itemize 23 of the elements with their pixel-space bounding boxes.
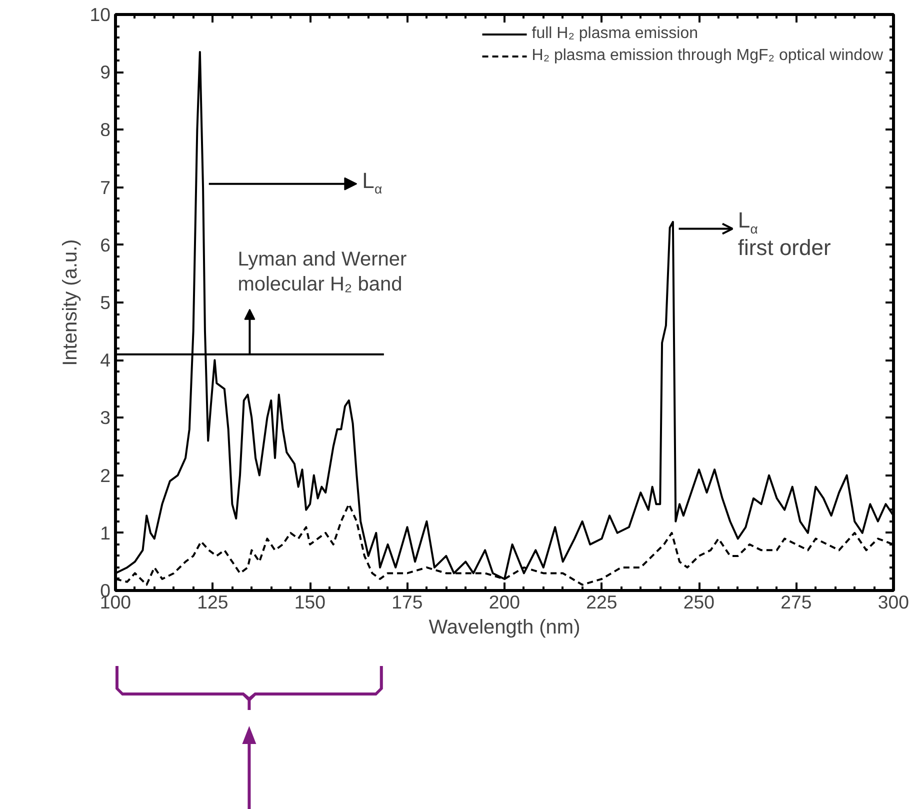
x-tick-label: 175: [392, 592, 423, 612]
y-tick-label: 9: [100, 62, 111, 83]
y-tick-label: 1: [100, 522, 111, 544]
annotation: Lyman and Werner molecular H₂ band: [238, 248, 408, 296]
x-tick-label: 200: [488, 592, 520, 612]
y-tick-label: 10: [90, 4, 111, 25]
y-tick-label: 3: [100, 407, 111, 428]
x-tick-label: 275: [780, 592, 812, 612]
y-tick-label: 2: [100, 464, 111, 486]
x-tick-label: 250: [683, 592, 715, 612]
x-tick-label: 125: [197, 592, 228, 612]
legend-label: full H₂ plasma emission: [532, 25, 698, 43]
y-tick-label: 8: [100, 119, 111, 140]
x-tick-label: 150: [294, 592, 326, 612]
y-tick-label: 4: [100, 350, 111, 371]
y-tick-label: 5: [100, 292, 111, 313]
y-axis-title: Intensity (a.u.): [60, 239, 82, 366]
legend-label: H₂ plasma emission through MgF₂ optical window: [532, 47, 883, 65]
x-axis-title: Wavelength (nm): [428, 616, 580, 638]
y-tick-label: 6: [100, 234, 111, 256]
x-tick-label: 225: [586, 592, 618, 612]
y-tick-label: 7: [100, 176, 111, 198]
x-tick-label: 300: [878, 592, 910, 612]
